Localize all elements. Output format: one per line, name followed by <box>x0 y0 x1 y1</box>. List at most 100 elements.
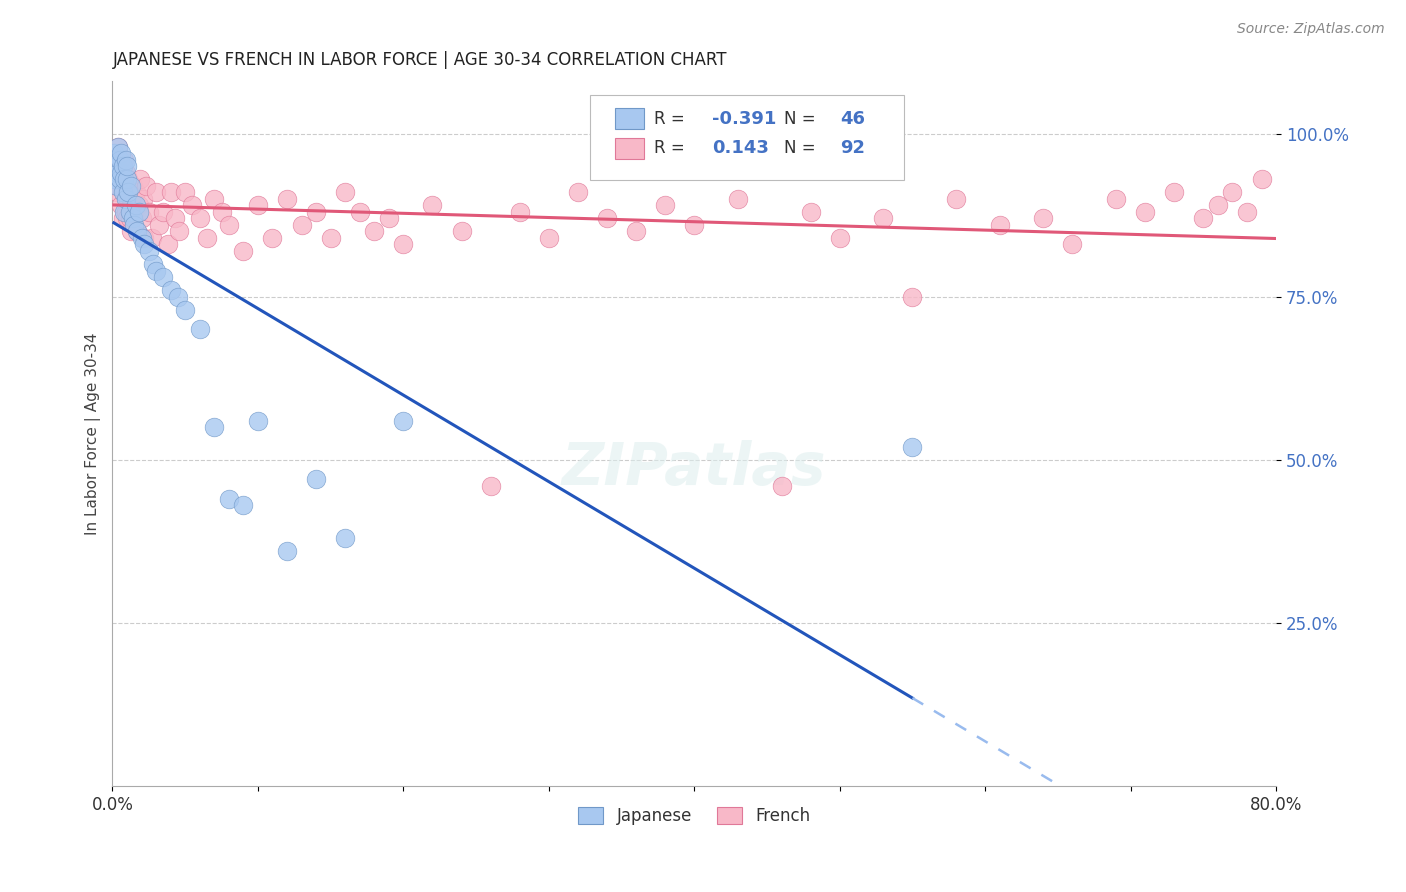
Point <box>1236 204 1258 219</box>
Point <box>108 153 131 167</box>
Point <box>112 186 135 200</box>
Point <box>112 172 135 186</box>
Point <box>148 218 170 232</box>
Point <box>120 224 142 238</box>
Point <box>125 186 148 200</box>
Point <box>115 211 138 226</box>
Point <box>110 146 132 161</box>
Text: N =: N = <box>785 110 821 128</box>
Text: 92: 92 <box>839 139 865 157</box>
FancyBboxPatch shape <box>589 95 904 180</box>
Point <box>131 211 153 226</box>
Point <box>142 257 165 271</box>
Point <box>901 440 924 454</box>
Point <box>901 290 924 304</box>
Point <box>114 204 136 219</box>
Point <box>1222 186 1244 200</box>
Point <box>105 186 128 200</box>
Point <box>537 231 560 245</box>
Point <box>108 153 131 167</box>
Point <box>127 224 149 238</box>
Point <box>104 153 127 167</box>
Point <box>121 178 143 193</box>
Point <box>120 178 142 193</box>
Point <box>232 244 254 258</box>
Point <box>1192 211 1215 226</box>
Point <box>125 198 148 212</box>
Point <box>110 159 132 173</box>
Point <box>567 186 589 200</box>
Point <box>509 204 531 219</box>
Point <box>167 290 190 304</box>
Point <box>114 192 136 206</box>
Point <box>131 231 153 245</box>
Text: 46: 46 <box>839 110 865 128</box>
Point <box>202 192 225 206</box>
Point <box>152 204 174 219</box>
Text: R =: R = <box>654 110 689 128</box>
Y-axis label: In Labor Force | Age 30-34: In Labor Force | Age 30-34 <box>86 333 101 535</box>
Text: Source: ZipAtlas.com: Source: ZipAtlas.com <box>1237 22 1385 37</box>
Point <box>800 204 823 219</box>
Point <box>683 218 706 232</box>
Point <box>211 204 233 219</box>
Point <box>305 472 328 486</box>
Point <box>114 153 136 167</box>
Point <box>108 172 131 186</box>
Point <box>654 198 676 212</box>
Point <box>276 192 298 206</box>
Point <box>122 218 145 232</box>
Point <box>1032 211 1054 226</box>
Point <box>392 237 415 252</box>
Point <box>1133 204 1156 219</box>
Point <box>112 204 135 219</box>
Point <box>105 159 128 173</box>
Point <box>218 218 240 232</box>
Legend: Japanese, French: Japanese, French <box>569 799 818 834</box>
Point <box>104 172 127 186</box>
Point <box>156 237 179 252</box>
Point <box>1163 186 1185 200</box>
Point <box>112 153 135 167</box>
Point <box>118 211 141 226</box>
Point <box>132 192 155 206</box>
Point <box>349 204 371 219</box>
Point <box>110 198 132 212</box>
Point <box>114 166 136 180</box>
Point <box>141 231 163 245</box>
Point <box>111 159 134 173</box>
Point <box>770 479 793 493</box>
Point <box>107 178 129 193</box>
Point <box>107 166 129 180</box>
Point <box>246 198 269 212</box>
Point <box>129 172 152 186</box>
Point <box>305 204 328 219</box>
Point <box>174 302 197 317</box>
Point <box>378 211 401 226</box>
Point <box>159 283 181 297</box>
Point <box>195 231 218 245</box>
Point <box>945 192 967 206</box>
Point <box>110 166 132 180</box>
Point <box>104 153 127 167</box>
Point <box>163 211 186 226</box>
Point <box>111 172 134 186</box>
Point <box>128 204 150 219</box>
Point <box>115 172 138 186</box>
Point <box>872 211 894 226</box>
Point <box>188 211 211 226</box>
Point <box>118 204 141 219</box>
Point <box>988 218 1011 232</box>
Point <box>103 146 125 161</box>
Point <box>103 146 125 161</box>
Point <box>181 198 204 212</box>
Point <box>103 172 125 186</box>
Point <box>333 186 356 200</box>
Point <box>111 186 134 200</box>
Point <box>624 224 647 238</box>
Point <box>115 159 138 173</box>
Point <box>422 198 444 212</box>
Point <box>121 211 143 226</box>
Point <box>290 218 312 232</box>
Point <box>363 224 385 238</box>
